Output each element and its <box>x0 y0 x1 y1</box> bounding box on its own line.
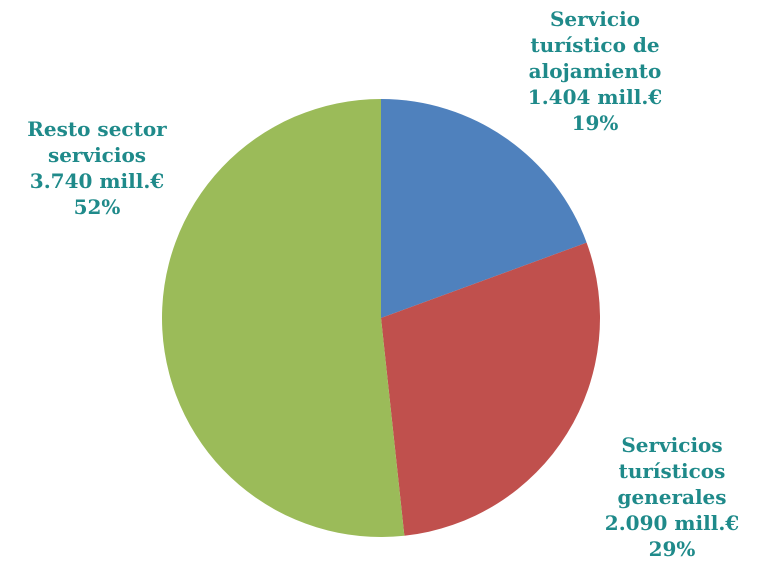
slice-name-line: servicios <box>47 143 147 167</box>
slice-value-label: 2.090 mill.€ <box>604 511 740 535</box>
slice-label-alojamiento: Servicio turístico de alojamiento 1.404 … <box>505 6 685 136</box>
pie-slice-generales <box>381 242 600 536</box>
slice-name-line: Servicio <box>549 7 641 31</box>
slice-name-line: turístico de <box>530 33 660 57</box>
slice-name-line: Resto sector <box>27 117 167 141</box>
slice-value-label: 3.740 mill.€ <box>29 169 165 193</box>
slice-percent-label: 52% <box>73 195 121 219</box>
slice-value-label: 1.404 mill.€ <box>527 85 663 109</box>
slice-percent-label: 29% <box>648 537 696 561</box>
slice-name-line: turísticos <box>618 459 726 483</box>
slice-percent-label: 19% <box>571 111 619 135</box>
slice-name-line: Servicios <box>621 433 723 457</box>
slice-name-line: generales <box>617 485 727 509</box>
slice-label-generales: Servicios turísticos generales 2.090 mil… <box>592 432 752 562</box>
pie-slice-resto <box>161 99 405 537</box>
slice-label-resto: Resto sector servicios 3.740 mill.€ 52% <box>2 116 192 220</box>
pie-slice-alojamiento <box>381 99 587 318</box>
slice-name-line: alojamiento <box>528 59 662 83</box>
